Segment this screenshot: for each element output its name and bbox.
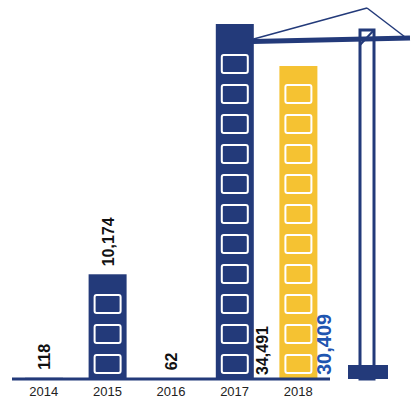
svg-text:34,491: 34,491 <box>254 326 271 375</box>
svg-text:30,409: 30,409 <box>313 314 335 375</box>
svg-text:2014: 2014 <box>29 384 58 399</box>
svg-text:2016: 2016 <box>157 384 186 399</box>
svg-text:2018: 2018 <box>284 384 313 399</box>
svg-text:10,174: 10,174 <box>100 217 117 266</box>
svg-text:2015: 2015 <box>93 384 122 399</box>
svg-text:62: 62 <box>163 352 180 370</box>
svg-text:2017: 2017 <box>220 384 249 399</box>
svg-text:118: 118 <box>36 344 53 370</box>
